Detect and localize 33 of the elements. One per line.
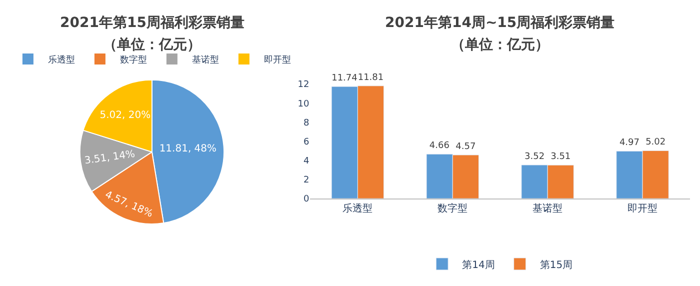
data-label: 3.51	[550, 152, 571, 162]
y-tick-label: 6	[303, 137, 310, 148]
y-tick-label: 0	[303, 194, 310, 205]
y-tick-label: 2	[303, 176, 310, 186]
data-label: 4.57	[456, 142, 476, 152]
y-tick-label: 8	[303, 118, 310, 128]
data-label: 11.81, 48%	[159, 143, 217, 154]
x-tick-label: 数字型	[438, 202, 468, 215]
chart-title: 2021年第14周~15周福利彩票销量	[385, 14, 615, 31]
data-label: 5.02, 20%	[100, 110, 151, 121]
chart-title: 2021年第15周福利彩票销量	[60, 14, 244, 31]
chart-subtitle: （单位：亿元）	[103, 37, 201, 53]
data-label: 5.02	[646, 138, 666, 148]
data-label: 4.57, 18%	[103, 189, 154, 220]
legend-label: 数字型	[120, 54, 147, 66]
data-label: 4.66	[429, 141, 450, 152]
y-tick-label: 4	[303, 156, 310, 167]
legend-label: 基诺型	[192, 54, 219, 66]
chart-subtitle: （单位：亿元）	[451, 37, 549, 53]
x-tick-label: 即开型	[628, 202, 658, 215]
y-tick-label: 12	[298, 80, 310, 90]
legend-label: 第14周	[462, 258, 495, 271]
x-tick-label: 乐透型	[342, 202, 373, 215]
legend-label: 第15周	[540, 258, 573, 271]
data-label: 3.51, 14%	[84, 148, 136, 167]
data-label: 3.52	[524, 152, 545, 162]
data-label: 11.74	[332, 74, 358, 84]
data-label: 11.81	[358, 72, 384, 83]
legend-label: 即开型	[264, 54, 291, 66]
legend-label: 乐透型	[48, 54, 75, 66]
x-tick-label: 基诺型	[532, 202, 563, 215]
y-tick-label: 10	[298, 99, 310, 110]
data-label: 4.97	[619, 138, 640, 148]
